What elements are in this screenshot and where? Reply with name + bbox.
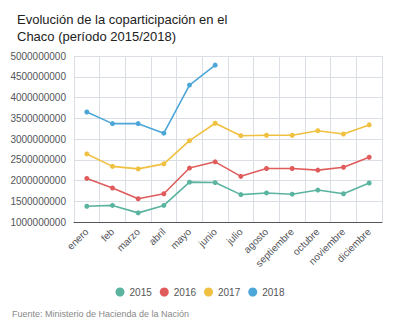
svg-text:enero: enero (65, 226, 91, 252)
svg-text:2016: 2016 (174, 287, 197, 298)
svg-text:Evolución de la coparticipació: Evolución de la coparticipación en el (17, 12, 227, 27)
svg-text:marzo: marzo (115, 226, 143, 254)
svg-text:octubre: octubre (290, 226, 322, 258)
svg-text:2500000000: 2500000000 (10, 154, 66, 165)
svg-text:4500000000: 4500000000 (10, 71, 66, 82)
svg-text:Fuente: Ministerio de Hacienda: Fuente: Ministerio de Hacienda de la Nac… (12, 309, 189, 319)
svg-text:2015: 2015 (130, 287, 153, 298)
svg-text:4000000000: 4000000000 (10, 92, 66, 103)
svg-text:julio: julio (224, 226, 245, 247)
svg-text:Chaco (período 2015/2018): Chaco (período 2015/2018) (17, 29, 176, 44)
svg-text:2000000000: 2000000000 (10, 175, 66, 186)
svg-text:noviembre: noviembre (306, 226, 348, 267)
svg-text:3500000000: 3500000000 (10, 113, 66, 124)
svg-text:1500000000: 1500000000 (10, 196, 66, 207)
svg-text:3000000000: 3000000000 (10, 134, 66, 145)
svg-text:abril: abril (147, 226, 168, 247)
svg-text:5000000000: 5000000000 (10, 51, 66, 62)
svg-text:2017: 2017 (218, 287, 241, 298)
svg-text:junio: junio (196, 226, 220, 250)
svg-text:1000000000: 1000000000 (10, 217, 66, 228)
svg-text:diciembre: diciembre (335, 226, 374, 265)
svg-text:mayo: mayo (168, 226, 193, 251)
svg-text:agosto: agosto (241, 226, 271, 256)
svg-text:feb: feb (99, 226, 117, 244)
svg-text:septiembre: septiembre (253, 226, 296, 269)
svg-text:2018: 2018 (262, 287, 285, 298)
